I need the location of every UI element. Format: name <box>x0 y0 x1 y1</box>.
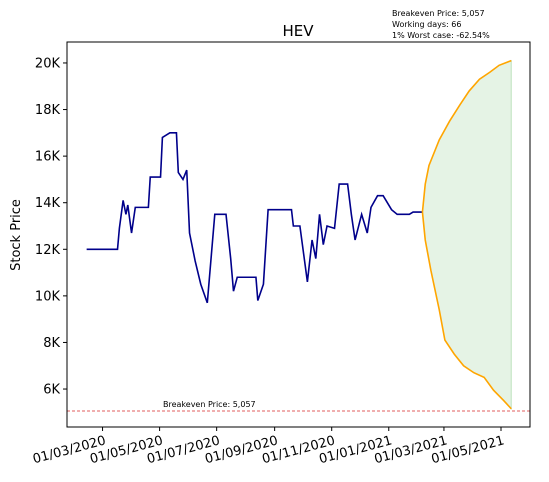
y-axis-label: Stock Price <box>9 199 24 271</box>
annotation: Breakeven Price: 5,057 <box>392 9 485 18</box>
y-tick-label: 8K <box>43 336 60 351</box>
chart-title: HEV <box>282 22 314 40</box>
y-tick-label: 18K <box>35 103 61 118</box>
y-tick-label: 14K <box>35 196 61 211</box>
y-tick-label: 12K <box>35 243 61 258</box>
y-tick-label: 10K <box>35 289 61 304</box>
confidence-band <box>421 59 512 411</box>
line <box>421 211 512 410</box>
line <box>86 132 423 304</box>
plot-frame <box>66 41 531 428</box>
annotation: Working days: 66 <box>392 20 461 29</box>
annotation: 1% Worst case: -62.54% <box>392 31 490 40</box>
y-tick-label: 6K <box>43 383 60 398</box>
y-tick-label: 20K <box>35 56 61 71</box>
breakeven-label: Breakeven Price: 5,057 <box>163 400 256 409</box>
line <box>421 59 512 213</box>
y-tick-label: 16K <box>35 150 61 165</box>
